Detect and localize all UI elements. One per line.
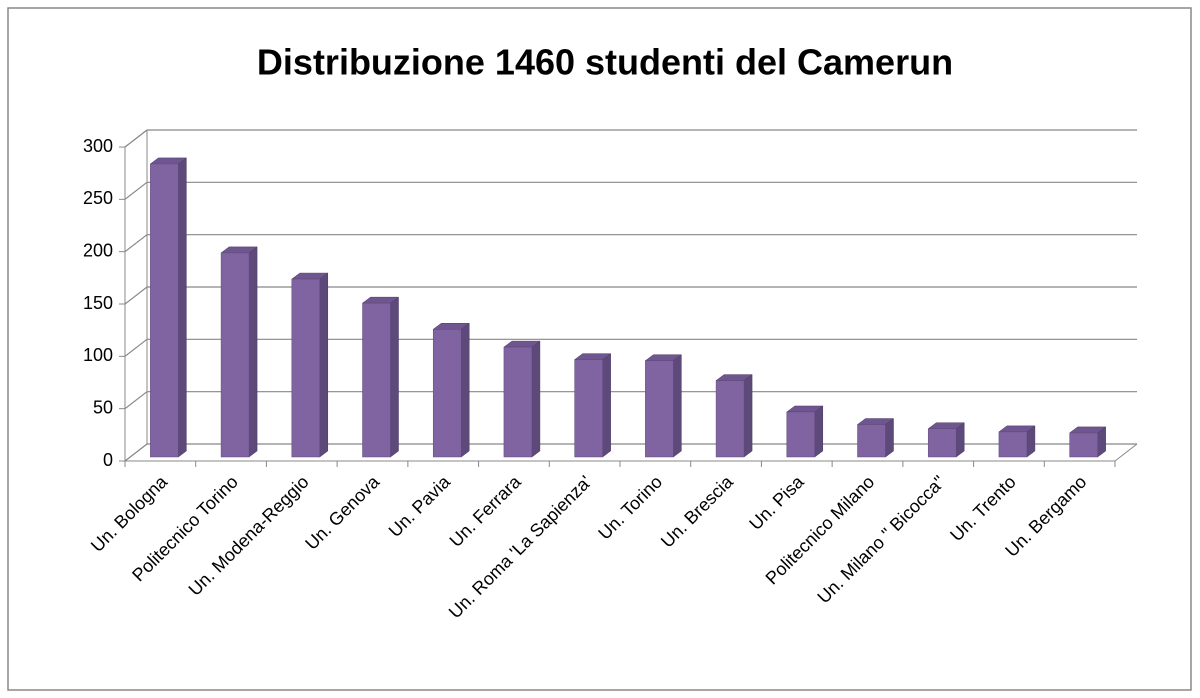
grid-line — [124, 391, 1137, 410]
bar-side — [460, 322, 470, 458]
y-tick-label: 50 — [93, 397, 113, 417]
y-tick-label: 100 — [83, 345, 113, 365]
grid-line — [124, 129, 1137, 148]
bar — [857, 424, 886, 458]
grid-line — [124, 181, 1137, 200]
bar — [1069, 432, 1098, 458]
bar-side — [885, 418, 894, 458]
grid-line — [124, 234, 1137, 253]
y-tick-label: 200 — [83, 240, 113, 260]
bar-side — [248, 246, 258, 458]
grid-line — [124, 286, 1137, 305]
y-tick-label: 300 — [83, 136, 113, 156]
bar-side — [319, 272, 329, 458]
bar — [362, 302, 391, 458]
floor-edge — [1114, 443, 1138, 462]
bar-side — [178, 157, 187, 458]
y-tick-label: 150 — [83, 293, 113, 313]
bar-side — [602, 353, 611, 458]
bar-side — [390, 296, 399, 458]
bar — [715, 380, 745, 458]
y-tick-label: 250 — [83, 188, 113, 208]
bar-side — [814, 405, 824, 458]
bar — [645, 360, 674, 458]
bar — [150, 163, 179, 458]
bar — [220, 252, 250, 458]
bar — [786, 411, 816, 458]
bar-side — [743, 374, 753, 458]
y-tick-label: 0 — [103, 450, 113, 470]
bar — [432, 329, 462, 458]
bar — [574, 359, 603, 458]
bar — [503, 346, 533, 458]
chart-title: Distribuzione 1460 studenti del Camerun — [257, 42, 953, 83]
bar — [291, 278, 321, 458]
bar-side — [673, 354, 682, 458]
bar — [998, 431, 1028, 458]
bar — [927, 428, 957, 458]
grid-line — [124, 338, 1137, 357]
chart-frame — [7, 7, 1192, 691]
bar-side — [531, 340, 541, 458]
